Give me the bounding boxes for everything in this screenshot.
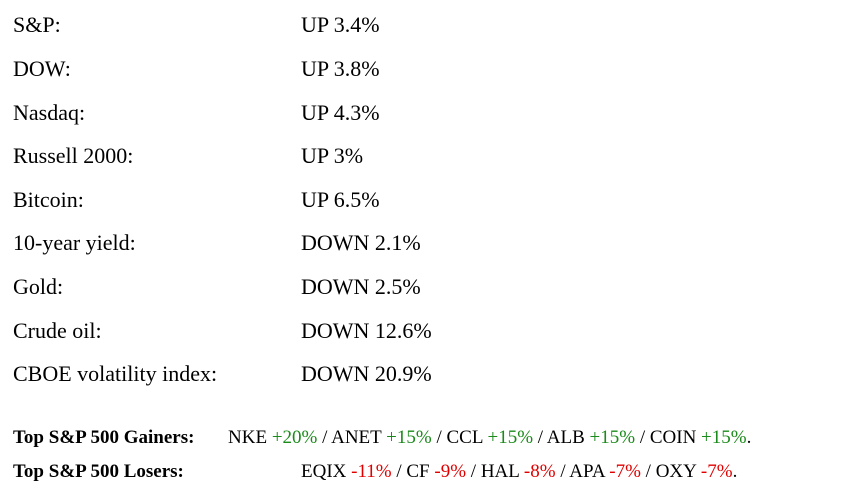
market-value: UP 3% — [301, 143, 364, 168]
market-row-gold: Gold: DOWN 2.5% — [13, 272, 813, 302]
market-label: Nasdaq: — [13, 100, 86, 125]
loser-ticker: CF — [406, 461, 430, 482]
loser-ticker: EQIX — [301, 461, 347, 482]
top-losers-line: Top S&P 500 Losers: EQIX -11% / CF -9% /… — [13, 459, 833, 485]
gainer-ticker: COIN — [649, 427, 697, 448]
market-row-dow: DOW: UP 3.8% — [13, 54, 813, 84]
loser-ticker: APA — [569, 461, 605, 482]
gainer-change: +15% — [487, 427, 534, 448]
market-value: DOWN 2.5% — [301, 274, 421, 299]
market-label: Bitcoin: — [13, 187, 84, 212]
gainer-change-with-period: +15%. — [701, 427, 752, 448]
top-losers-label: Top S&P 500 Losers: — [13, 461, 184, 482]
loser-change: -11% — [351, 461, 392, 482]
market-row-vix: CBOE volatility index: DOWN 20.9% — [13, 359, 813, 389]
market-value: UP 3.8% — [301, 56, 380, 81]
separator: / — [537, 427, 544, 448]
separator: / — [639, 427, 646, 448]
loser-change-with-period: -7%. — [700, 461, 738, 482]
market-row-nasdaq: Nasdaq: UP 4.3% — [13, 98, 813, 128]
market-row-sp: S&P: UP 3.4% — [13, 10, 813, 40]
market-value: UP 6.5% — [301, 187, 380, 212]
gainer-change: +15% — [701, 427, 747, 448]
loser-ticker: HAL — [480, 461, 520, 482]
top-gainers-label: Top S&P 500 Gainers: — [13, 427, 195, 448]
market-label: Gold: — [13, 274, 64, 299]
loser-change: -7% — [700, 461, 733, 482]
market-row-10-year-yield: 10-year yield: DOWN 2.1% — [13, 228, 813, 258]
market-label: S&P: — [13, 12, 61, 37]
gainer-change: +15% — [386, 427, 432, 448]
market-value: UP 4.3% — [301, 100, 380, 125]
market-value: DOWN 12.6% — [301, 318, 432, 343]
loser-change: -9% — [434, 461, 467, 482]
market-label: Russell 2000: — [13, 143, 134, 168]
market-label: Crude oil: — [13, 318, 102, 343]
loser-change: -7% — [609, 461, 641, 482]
top-gainers-line: Top S&P 500 Gainers: NKE +20% / ANET +15… — [13, 425, 833, 451]
gainer-ticker: NKE — [228, 427, 268, 448]
gainer-change: +20% — [271, 427, 318, 448]
top-gainers-list: NKE +20% / ANET +15% / CCL +15% / ALB +1… — [228, 425, 751, 451]
market-label: DOW: — [13, 56, 71, 81]
gainer-change: +15% — [589, 427, 636, 448]
market-value: DOWN 20.9% — [301, 361, 432, 386]
loser-ticker: OXY — [655, 461, 697, 482]
separator: / — [470, 461, 477, 482]
gainer-ticker: ANET — [331, 427, 382, 448]
market-row-russell: Russell 2000: UP 3% — [13, 141, 813, 171]
gainer-ticker: ALB — [546, 427, 585, 448]
market-row-bitcoin: Bitcoin: UP 6.5% — [13, 185, 813, 215]
separator: / — [560, 461, 566, 482]
top-losers-list: EQIX -11% / CF -9% / HAL -8% / APA -7% /… — [301, 459, 737, 485]
separator: / — [322, 427, 328, 448]
separator: / — [436, 427, 442, 448]
market-label: CBOE volatility index: — [13, 361, 218, 386]
loser-change: -8% — [523, 461, 556, 482]
separator: / — [645, 461, 651, 482]
separator: / — [396, 461, 402, 482]
market-label: 10-year yield: — [13, 230, 136, 255]
market-row-crude-oil: Crude oil: DOWN 12.6% — [13, 316, 813, 346]
market-value: UP 3.4% — [301, 12, 380, 37]
market-value: DOWN 2.1% — [301, 230, 421, 255]
gainer-ticker: CCL — [446, 427, 483, 448]
